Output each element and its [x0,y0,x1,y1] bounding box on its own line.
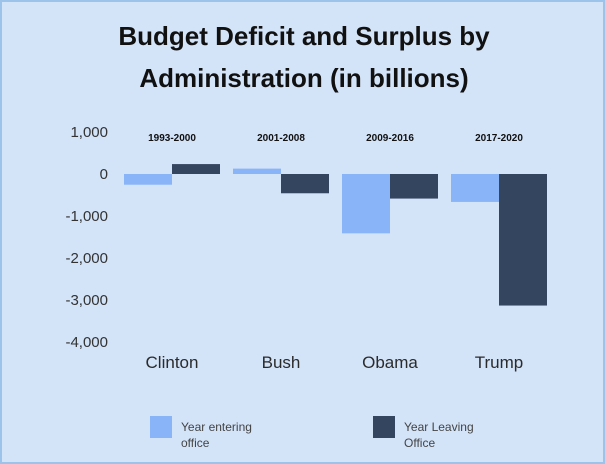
bar-obama-series-1 [342,174,390,234]
bar-obama-series-2 [390,174,438,199]
y-tick-label: -2,000 [65,250,108,267]
y-tick-label: -4,000 [65,334,108,351]
y-tick-label: 1,000 [70,124,108,141]
bars [124,164,547,306]
legend-label: Year entering [181,420,252,434]
bar-trump-series-1 [451,174,499,202]
bar-trump-series-2 [499,174,547,306]
chart-title-line-1: Budget Deficit and Surplus by [118,21,490,51]
category-label: Bush [262,353,301,372]
category-labels: Clinton Bush Obama Trump [146,353,524,372]
bar-bush-series-2 [281,174,329,194]
chart-title-line-2: Administration (in billions) [139,63,468,93]
category-label: Obama [362,353,418,372]
legend-label: office [181,436,210,450]
category-label: Trump [475,353,524,372]
bar-clinton-series-2 [172,164,220,174]
period-labels: 1993-2000 2001-2008 2009-2016 2017-2020 [148,133,523,144]
category-label: Clinton [146,353,199,372]
legend-swatch-series-2 [373,416,395,438]
legend-label: Office [404,436,435,450]
period-label: 2009-2016 [366,133,414,144]
y-tick-label: 0 [100,166,108,183]
bar-bush-series-1 [233,168,281,174]
legend-swatch-series-1 [150,416,172,438]
y-tick-label: -3,000 [65,292,108,309]
bar-clinton-series-1 [124,174,172,185]
period-label: 2001-2008 [257,133,305,144]
legend-label: Year Leaving [404,420,474,434]
legend: Year entering office Year Leaving Office [150,416,474,450]
y-axis: 1,000 0 -1,000 -2,000 -3,000 -4,000 [65,124,108,351]
y-tick-label: -1,000 [65,208,108,225]
period-label: 2017-2020 [475,133,523,144]
period-label: 1993-2000 [148,133,196,144]
